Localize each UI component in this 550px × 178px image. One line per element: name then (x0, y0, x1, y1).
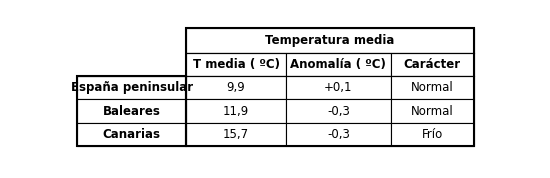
Bar (186, 76, 286, 100)
Text: Canarias: Canarias (103, 128, 161, 141)
Text: Frío: Frío (421, 128, 443, 141)
Bar (77, 76, 186, 100)
Text: T media ( ºC): T media ( ºC) (192, 58, 279, 71)
Bar (286, 100, 390, 123)
Text: Temperatura media: Temperatura media (265, 34, 394, 47)
Text: 15,7: 15,7 (223, 128, 249, 141)
Text: +0,1: +0,1 (324, 81, 353, 94)
Bar (77, 53, 186, 76)
Bar (186, 28, 474, 146)
Text: Normal: Normal (411, 81, 454, 94)
Bar (390, 53, 474, 76)
Bar (77, 123, 186, 146)
Bar (77, 28, 186, 53)
Text: España peninsular: España peninsular (70, 81, 192, 94)
Bar (77, 100, 186, 123)
Text: -0,3: -0,3 (327, 105, 350, 118)
Bar (390, 76, 474, 100)
Text: Carácter: Carácter (404, 58, 461, 71)
Bar (390, 123, 474, 146)
Bar (186, 28, 474, 53)
Text: Anomalía ( ºC): Anomalía ( ºC) (290, 58, 386, 71)
Text: 9,9: 9,9 (227, 81, 245, 94)
Bar (186, 100, 286, 123)
Bar (286, 76, 390, 100)
Text: Normal: Normal (411, 105, 454, 118)
Bar (77, 76, 186, 146)
Bar (390, 100, 474, 123)
Bar (186, 123, 286, 146)
Text: -0,3: -0,3 (327, 128, 350, 141)
Text: 11,9: 11,9 (223, 105, 249, 118)
Text: Baleares: Baleares (103, 105, 161, 118)
Bar (186, 53, 286, 76)
Bar (286, 123, 390, 146)
Bar (286, 53, 390, 76)
